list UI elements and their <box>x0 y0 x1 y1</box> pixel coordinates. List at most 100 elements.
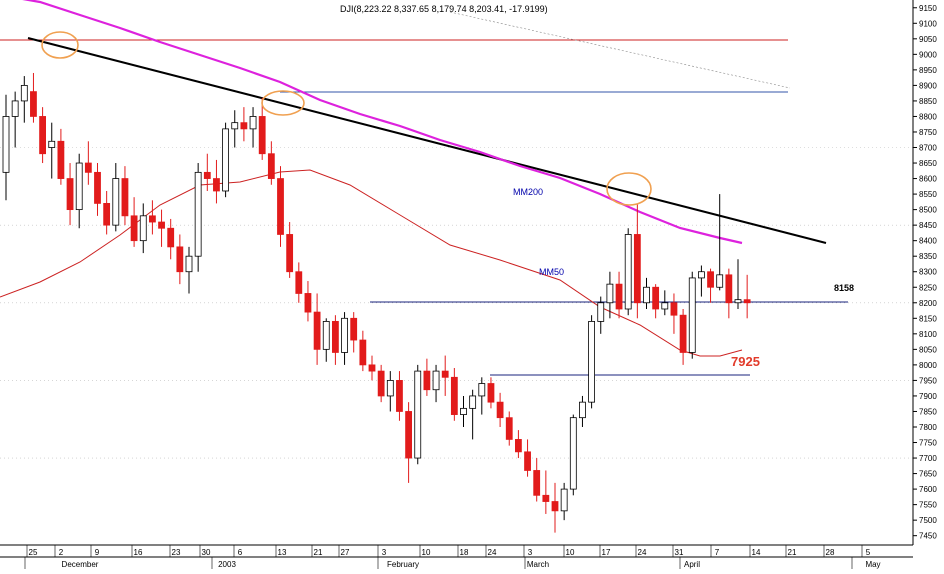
candle <box>588 315 595 409</box>
candle-body <box>130 215 138 242</box>
candle-body <box>350 317 358 341</box>
x-tick-label: 30 <box>202 548 211 557</box>
candle-body <box>405 411 413 459</box>
long-term-resistance-line <box>27 37 827 244</box>
candle-body <box>121 178 129 217</box>
candle-body <box>670 302 678 316</box>
candle <box>579 395 586 427</box>
candle-body <box>94 171 101 204</box>
candle <box>688 271 696 359</box>
candle <box>313 293 321 365</box>
candle-body <box>496 401 504 419</box>
candle-body <box>11 100 19 117</box>
candle-body <box>478 383 486 397</box>
candle <box>222 122 230 198</box>
y-tick-label: 8750 <box>919 128 937 137</box>
candle-body <box>505 417 513 440</box>
candle-body <box>460 407 467 415</box>
y-tick-label: 8950 <box>919 66 937 75</box>
candle <box>341 312 348 365</box>
support-label-7925: 7925 <box>731 354 760 369</box>
candle-body <box>716 274 724 288</box>
candle-body <box>176 246 184 273</box>
candle-body <box>579 401 586 419</box>
candle-body <box>103 203 111 226</box>
mm200-line <box>22 0 743 245</box>
candle <box>277 166 284 247</box>
y-tick-label: 8650 <box>919 159 937 168</box>
dotted-trend-line <box>449 11 791 89</box>
candle <box>698 265 705 297</box>
candle-body <box>743 299 751 304</box>
candle-body <box>48 140 56 148</box>
y-tick-label: 7850 <box>919 407 937 416</box>
candle <box>103 190 111 235</box>
candle-body <box>524 451 531 471</box>
candle <box>185 246 193 294</box>
candle <box>734 259 742 309</box>
x-tick-label: 6 <box>238 548 243 557</box>
candle <box>350 312 358 353</box>
candle <box>48 122 56 179</box>
month-label: May <box>865 560 880 569</box>
x-tick-label: 24 <box>638 548 647 557</box>
candle-body <box>213 178 220 192</box>
candle <box>551 482 559 533</box>
candle-body <box>533 470 541 496</box>
candle-body <box>139 215 147 242</box>
x-tick-label: 14 <box>752 548 761 557</box>
candle <box>359 330 367 372</box>
x-tick-label: 5 <box>866 548 871 557</box>
moving-averages-layer <box>0 0 743 357</box>
candle <box>57 128 65 185</box>
candle-body <box>359 339 367 366</box>
candle-body <box>551 501 559 512</box>
x-tick-label: 2 <box>59 548 64 557</box>
y-tick-label: 9000 <box>919 50 937 59</box>
candle <box>432 364 440 403</box>
candle-body <box>295 271 303 294</box>
mm50-label: MM50 <box>539 267 564 277</box>
x-tick-label: 31 <box>675 548 684 557</box>
candle-body <box>606 283 614 304</box>
y-tick-label: 8100 <box>919 330 937 339</box>
month-label: 2003 <box>218 560 236 569</box>
candle-body <box>597 302 605 322</box>
candle <box>524 439 531 477</box>
candle <box>515 430 522 459</box>
candle <box>121 166 129 226</box>
candle <box>267 141 275 185</box>
candle <box>615 271 623 319</box>
candle-body <box>240 122 248 130</box>
candle <box>743 274 751 319</box>
candle <box>377 364 385 403</box>
candle <box>139 203 147 254</box>
candle-body <box>707 271 714 288</box>
candle <box>441 355 449 396</box>
candle-body <box>286 234 294 273</box>
candle-body <box>84 162 92 173</box>
candle <box>213 159 220 204</box>
y-tick-label: 7500 <box>919 516 937 525</box>
x-tick-label: 21 <box>314 548 323 557</box>
y-tick-label: 7600 <box>919 485 937 494</box>
candle <box>84 141 92 185</box>
candle <box>194 163 202 272</box>
candle <box>295 262 303 303</box>
y-tick-label: 7950 <box>919 376 937 385</box>
candle-body <box>167 227 175 248</box>
x-tick-label: 13 <box>278 548 287 557</box>
candle <box>39 107 46 164</box>
candle <box>679 308 687 365</box>
candle <box>624 228 632 316</box>
candle <box>75 153 83 229</box>
y-tick-label: 8300 <box>919 268 937 277</box>
horizontal-lines-layer <box>0 11 848 376</box>
candle-body <box>725 274 733 304</box>
candle-body <box>203 171 211 179</box>
month-label: March <box>527 560 549 569</box>
month-label: February <box>387 560 419 569</box>
candle <box>203 153 211 191</box>
